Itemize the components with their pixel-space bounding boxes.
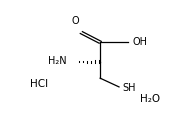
Text: H₂O: H₂O xyxy=(140,94,160,104)
Text: HCl: HCl xyxy=(30,80,48,89)
Text: OH: OH xyxy=(133,37,148,47)
Text: O: O xyxy=(71,16,79,26)
Text: SH: SH xyxy=(123,83,136,93)
Text: H₂N: H₂N xyxy=(47,56,66,67)
